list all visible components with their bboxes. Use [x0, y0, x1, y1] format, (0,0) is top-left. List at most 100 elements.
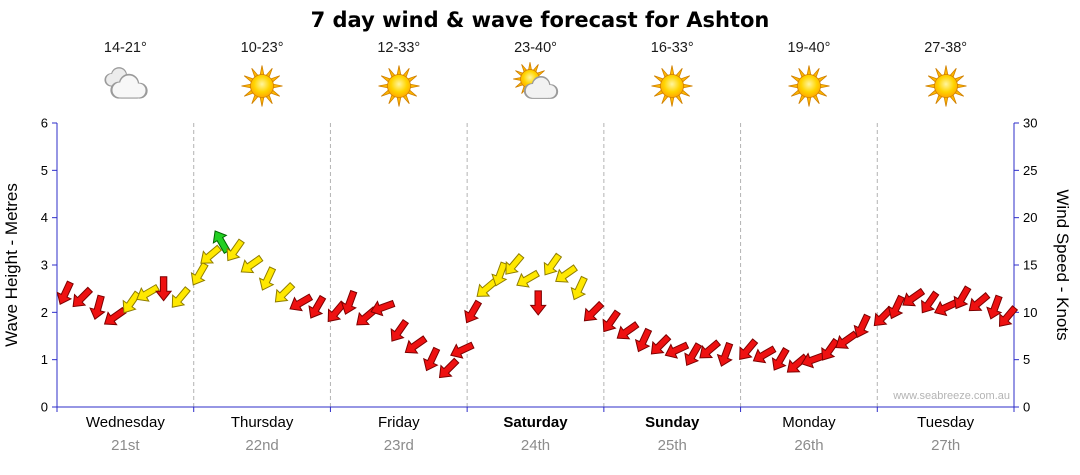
day-label: Thursday 22nd	[194, 414, 331, 454]
temperature-range: 10-23°	[240, 40, 284, 56]
day-header: 16-33°	[604, 40, 741, 112]
day-label: Monday 26th	[741, 414, 878, 454]
grid-lines	[193, 123, 878, 407]
wind-arrow	[258, 266, 277, 291]
wind-arrow	[200, 244, 223, 264]
right-axis-title: Wind Speed - Knots	[1053, 189, 1072, 340]
day-header: 14-21°	[57, 40, 194, 112]
wind-arrows	[56, 230, 1019, 379]
day-label-row: Wednesday 21st Thursday 22nd Friday 23rd…	[57, 414, 1014, 454]
temperature-range: 23-40°	[514, 40, 557, 56]
wind-arrow	[438, 357, 460, 379]
wind-arrow	[998, 305, 1019, 327]
wind-arrow	[616, 321, 640, 340]
wind-arrow	[450, 341, 475, 359]
wind-arrow	[570, 275, 588, 301]
wind-arrow	[821, 337, 840, 361]
temperature-range: 16-33°	[650, 40, 694, 56]
wind-arrow	[516, 269, 540, 288]
wind-arrow	[771, 347, 790, 371]
day-header: 23-40°	[467, 40, 604, 112]
day-date: 21st	[111, 437, 140, 454]
wind-arrow	[529, 290, 547, 316]
day-name: Thursday	[230, 414, 294, 431]
day-name: Tuesday	[917, 414, 975, 431]
wave-tick-label: 1	[41, 352, 48, 367]
sunny-icon	[373, 62, 425, 112]
wind-arrow	[602, 309, 621, 333]
wind-arrow	[739, 338, 759, 361]
wind-arrow	[240, 254, 264, 274]
wind-arrow	[171, 286, 191, 308]
wind-arrow	[684, 342, 703, 366]
wind-arrow	[634, 327, 653, 353]
knots-tick-label: 30	[1023, 116, 1037, 131]
wave-tick-label: 4	[41, 210, 48, 225]
wind-arrow	[902, 287, 926, 307]
day-header: 19-40°	[741, 40, 878, 112]
wind-arrow	[752, 345, 777, 364]
temperature-range: 19-40°	[787, 40, 831, 56]
day-label: Tuesday 27th	[877, 414, 1014, 454]
wind-arrow	[853, 313, 871, 339]
knots-tick-label: 0	[1023, 400, 1030, 415]
day-header-row: 14-21° 10-23° 12-33° 23-40° 16-33° 19-40…	[57, 40, 1014, 112]
day-date: 25th	[657, 437, 687, 454]
knots-tick-label: 20	[1023, 210, 1037, 225]
wind-arrow	[968, 292, 991, 312]
day-date: 27th	[931, 437, 961, 454]
cloudy-icon	[99, 62, 151, 112]
wind-arrow	[190, 261, 209, 286]
day-label: Friday 23rd	[330, 414, 467, 454]
wave-tick-label: 5	[41, 163, 48, 178]
day-date: 26th	[794, 437, 824, 454]
knots-tick-label: 5	[1023, 352, 1030, 367]
wind-arrow	[404, 335, 428, 354]
day-name: Monday	[782, 414, 836, 431]
wind-arrow	[423, 346, 441, 372]
watermark: www.seabreeze.com.au	[893, 390, 1010, 402]
wind-arrow	[716, 341, 734, 367]
wind-arrow	[370, 299, 396, 317]
wind-arrow	[274, 281, 296, 303]
day-label: Sunday 25th	[604, 414, 741, 454]
temperature-range: 14-21°	[103, 40, 147, 56]
wind-arrow	[340, 289, 358, 315]
sunny-icon	[920, 62, 972, 112]
knots-tick-label: 25	[1023, 163, 1037, 178]
wind-arrow	[89, 294, 106, 320]
wave-tick-label: 6	[41, 116, 48, 131]
wave-tick-label: 0	[41, 400, 48, 415]
day-name: Saturday	[503, 414, 568, 431]
knots-tick-label: 15	[1023, 258, 1037, 273]
wind-arrow	[543, 252, 563, 276]
day-label: Wednesday 21st	[57, 414, 194, 454]
partly-cloudy-icon	[510, 62, 562, 112]
wind-arrow	[986, 294, 1003, 320]
wind-arrow	[390, 318, 410, 342]
wind-arrow	[122, 290, 142, 314]
axes: 0 1 2 3 4 5 6 0 5 10 15 20 25 30	[41, 116, 1038, 415]
day-label: Saturday 24th	[467, 414, 604, 454]
wind-arrow	[491, 261, 508, 287]
wave-tick-label: 2	[41, 305, 48, 320]
day-date: 22nd	[245, 437, 279, 454]
sunny-icon	[783, 62, 835, 112]
wind-arrow	[226, 238, 245, 262]
wind-arrow	[308, 294, 327, 319]
day-header: 10-23°	[194, 40, 331, 112]
day-header: 27-38°	[877, 40, 1014, 112]
wind-arrow	[72, 286, 94, 308]
wind-arrow	[953, 285, 972, 310]
wind-arrow	[555, 264, 578, 283]
wind-arrow	[136, 283, 160, 302]
wind-arrow	[921, 290, 940, 314]
day-name: Friday	[377, 414, 420, 431]
temperature-range: 12-33°	[377, 40, 421, 56]
wind-arrow	[289, 293, 314, 312]
wind-arrow	[650, 334, 672, 355]
wind-arrow	[505, 253, 525, 275]
day-name: Wednesday	[85, 414, 165, 431]
day-date: 24th	[520, 437, 551, 454]
